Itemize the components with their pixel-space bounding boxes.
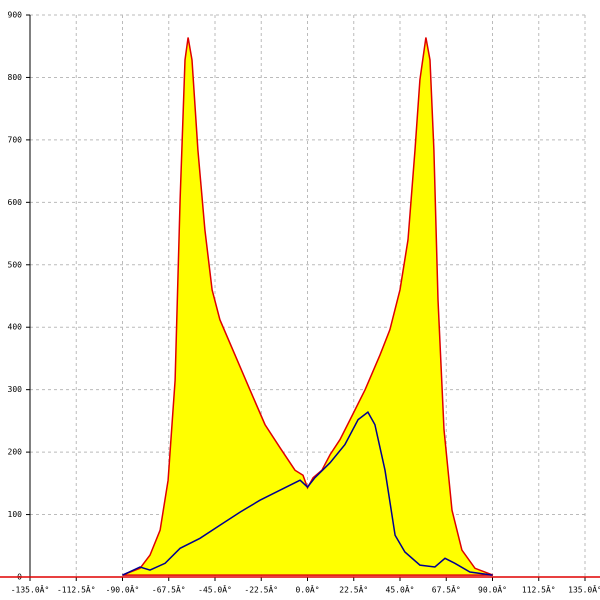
x-tick-label: 0.0Â° [295, 584, 319, 595]
x-tick-label: -45.0Â° [198, 584, 232, 595]
x-tick-label: 112.5Â° [522, 584, 556, 595]
x-tick-label: 45.0Â° [386, 584, 415, 595]
y-tick-label: 800 [8, 73, 23, 82]
y-tick-label: 900 [8, 11, 23, 20]
x-tick-label: -90.0Â° [106, 584, 140, 595]
y-tick-label: 200 [8, 448, 23, 457]
y-tick-label: 400 [8, 323, 23, 332]
x-tick-label: 90.0Â° [478, 584, 507, 595]
y-tick-label: 500 [8, 260, 23, 269]
y-tick-label: 600 [8, 198, 23, 207]
y-tick-label: 700 [8, 135, 23, 144]
x-tick-label: -112.5Â° [57, 584, 96, 595]
y-tick-label: 300 [8, 385, 23, 394]
x-tick-label: 22.5Â° [339, 584, 368, 595]
x-tick-label: -135.0Â° [11, 584, 50, 595]
line [122, 410, 493, 576]
x-tick-label: -67.5Â° [152, 584, 186, 595]
x-tick-label: 67.5Â° [432, 584, 461, 595]
x-tick-label: -22.5Â° [244, 584, 278, 595]
x-tick-label: 135.0Â° [568, 584, 600, 595]
y-tick-label: 100 [8, 510, 23, 519]
area [122, 37, 494, 576]
